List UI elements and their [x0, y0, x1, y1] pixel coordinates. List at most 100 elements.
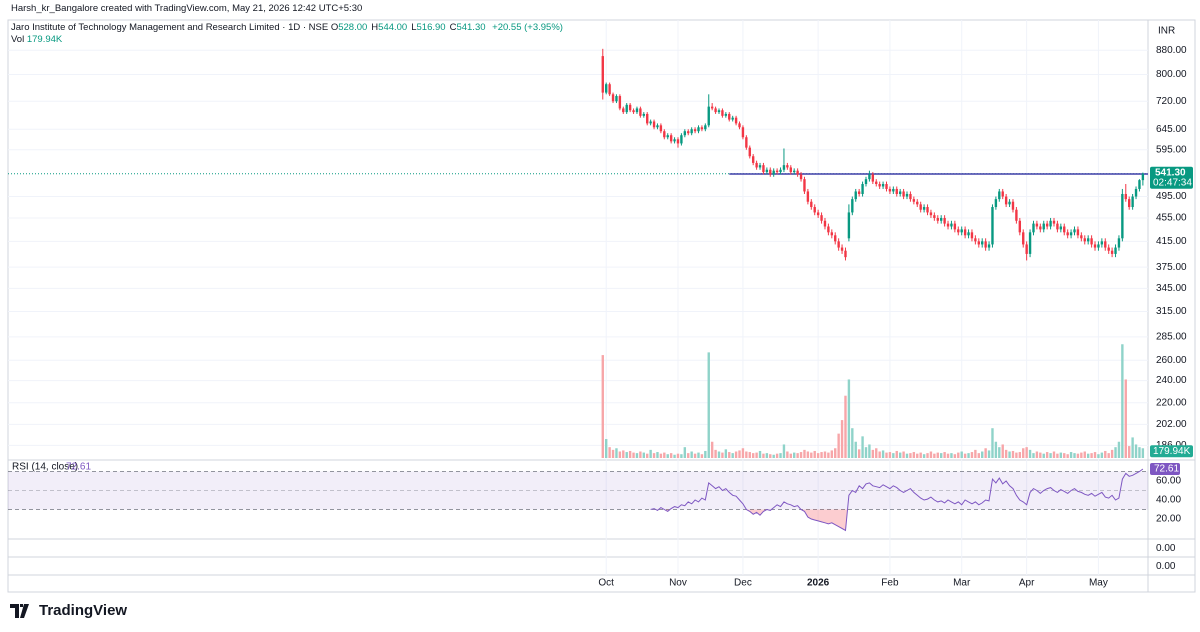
candle-body [984, 241, 987, 248]
volume-bar [666, 454, 669, 458]
candle-body [1141, 173, 1145, 181]
candle-body [789, 167, 792, 173]
volume-bar [779, 453, 782, 458]
volume-bar [1052, 451, 1056, 458]
candle-body [1063, 226, 1066, 233]
volume-bar [673, 454, 676, 458]
candle-body [656, 125, 659, 128]
volume-bar [608, 447, 611, 458]
volume-bar [977, 453, 980, 458]
volume-bar [652, 453, 656, 458]
volume-bar [905, 453, 909, 458]
volume-bar [642, 452, 645, 458]
volume-bar [799, 452, 803, 458]
candle-body [1138, 180, 1141, 189]
candle-body [1131, 196, 1134, 208]
candle-body [1076, 229, 1080, 236]
candle-body [998, 191, 1001, 200]
candle-body [871, 174, 875, 182]
volume-bar [710, 441, 714, 458]
volume-bar [738, 450, 741, 458]
candle-body [1090, 238, 1093, 245]
volume-bar [912, 452, 916, 458]
volume-bar [868, 444, 871, 458]
volume-bar [991, 428, 994, 458]
volume-bar [1076, 453, 1080, 458]
volume-bar [663, 452, 666, 458]
legend: Jaro Institute of Technology Management … [11, 22, 563, 33]
volume-bar [758, 450, 762, 458]
candle-body [673, 139, 676, 142]
candle-body [960, 229, 963, 233]
x-tick-label: Oct [598, 578, 614, 589]
volume-bar [782, 444, 786, 458]
candle-body [762, 165, 765, 173]
volume-bar [943, 452, 946, 458]
volume-bar [1022, 448, 1025, 458]
volume-bar [605, 439, 608, 458]
volume-bar [946, 453, 950, 458]
candle-body [1059, 226, 1063, 230]
candle-body [1018, 220, 1022, 233]
volume-bar [998, 447, 1001, 458]
volume-bar [721, 452, 724, 458]
volume-bar [919, 452, 922, 458]
volume-bar [1117, 441, 1121, 458]
y-tick-label: 415.00 [1156, 236, 1187, 247]
y-tick-label: 220.00 [1156, 397, 1187, 408]
candle-body [618, 96, 622, 109]
brand-logo [10, 603, 29, 618]
candle-body [1100, 241, 1104, 245]
candle-body [1001, 191, 1004, 197]
candle-body [639, 108, 642, 116]
volume-bar [837, 433, 840, 458]
volume-bar [916, 453, 919, 458]
candle-body [857, 191, 861, 194]
volume-bar [1011, 450, 1015, 458]
x-tick-label: Dec [734, 578, 752, 589]
candle-body [748, 147, 751, 157]
candle-body [1114, 247, 1117, 254]
candle-body [888, 188, 892, 192]
volume-bar [704, 450, 707, 458]
volume-bar [741, 448, 745, 458]
candle-body [1032, 223, 1035, 233]
volume-bar [861, 436, 864, 458]
frame [7, 19, 1196, 593]
volume-bar [1097, 454, 1100, 458]
candle-body [1049, 220, 1052, 227]
pane-tick-label: 0.00 [1156, 561, 1176, 572]
y-tick-label: 315.00 [1156, 306, 1187, 317]
volume-bar [1141, 448, 1145, 458]
volume-bar [803, 449, 806, 458]
candle-body [741, 127, 745, 138]
candle-body [728, 113, 731, 120]
candle-body [697, 127, 700, 132]
candle-body [642, 113, 645, 116]
candle-body [751, 156, 755, 163]
candle-body [714, 108, 717, 113]
volume-bar [881, 450, 885, 458]
candle-body [830, 232, 834, 236]
candle-body [1022, 232, 1025, 245]
volume-bar [834, 448, 837, 458]
volume-bar [875, 448, 878, 458]
volume-bar [987, 450, 991, 458]
candle-body [721, 110, 724, 116]
vol-value: 179.94K [26, 34, 63, 45]
volume-bar [1059, 452, 1063, 458]
field-value: 528.00 [338, 22, 368, 33]
candle-body [939, 217, 943, 221]
candle-body [758, 165, 762, 168]
volume-bar [1004, 449, 1008, 458]
volume-bar [1138, 447, 1141, 458]
candle-body [1069, 232, 1073, 236]
volume-bar [929, 451, 933, 458]
volume-bar [1104, 450, 1107, 458]
volume-bar [844, 395, 847, 458]
candle-body [799, 174, 803, 180]
volume-bar [765, 453, 769, 458]
volume-bar [1114, 447, 1117, 458]
candle-body [919, 204, 922, 210]
candle-body [659, 125, 663, 132]
